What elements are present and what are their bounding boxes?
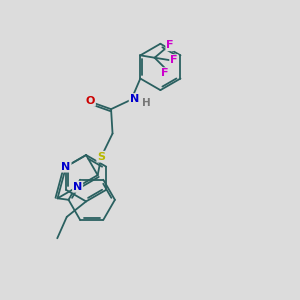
Text: F: F bbox=[166, 40, 174, 50]
Text: S: S bbox=[97, 152, 105, 162]
Text: N: N bbox=[130, 94, 139, 104]
Text: F: F bbox=[170, 55, 178, 65]
Text: O: O bbox=[85, 96, 95, 106]
Text: N: N bbox=[73, 182, 82, 192]
Text: H: H bbox=[142, 98, 151, 108]
Text: N: N bbox=[61, 162, 70, 172]
Text: F: F bbox=[161, 68, 169, 78]
